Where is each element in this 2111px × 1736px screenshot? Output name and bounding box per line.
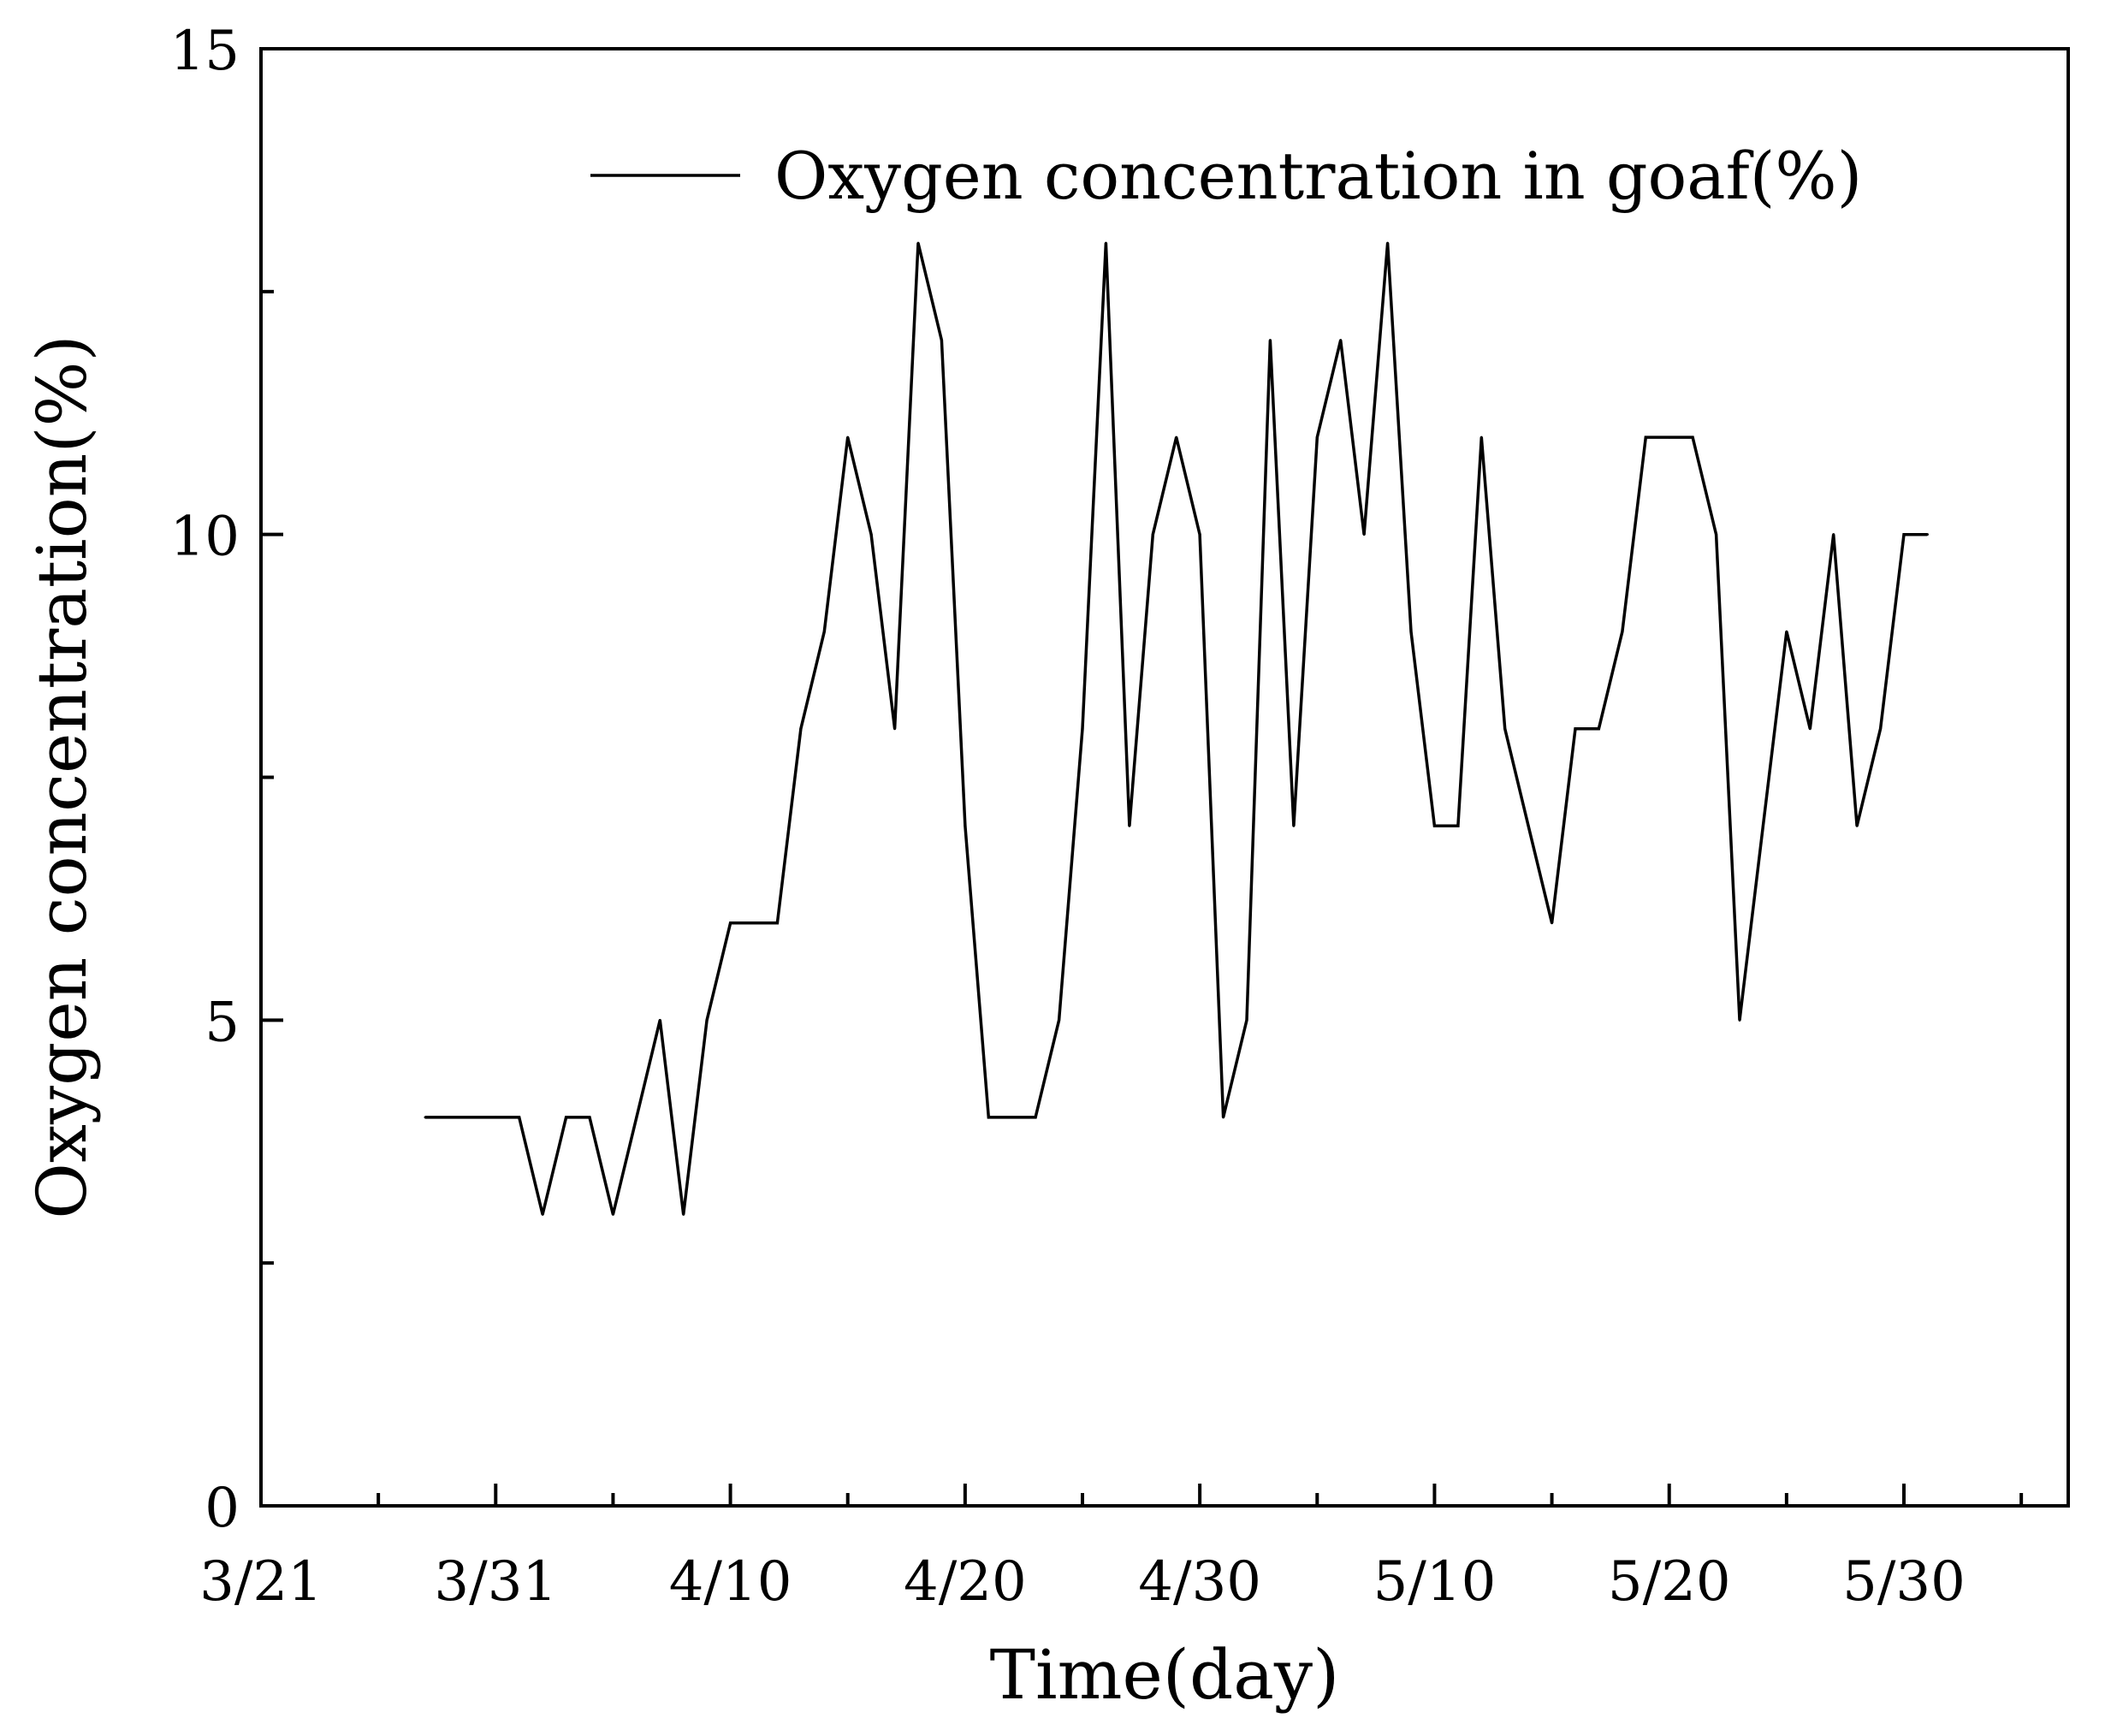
x-tick-label: 5/20	[1608, 1550, 1731, 1614]
data-point	[588, 1116, 591, 1119]
x-tick-label: 4/10	[669, 1550, 792, 1614]
data-point	[1362, 533, 1366, 536]
data-point	[1761, 824, 1764, 827]
data-point	[1597, 727, 1600, 731]
data-point	[1081, 727, 1084, 731]
data-point	[822, 630, 826, 633]
data-point	[1339, 339, 1343, 342]
data-point	[1668, 435, 1671, 439]
legend: Oxygen concentration in goaf(%)	[590, 138, 1862, 214]
data-point	[1808, 727, 1812, 731]
y-tick-label: 10	[170, 506, 240, 569]
x-axis-title: Time(day)	[990, 1635, 1340, 1715]
data-point	[1409, 630, 1413, 633]
data-point	[1644, 435, 1647, 439]
data-point	[1151, 533, 1154, 536]
data-point	[541, 1212, 544, 1216]
data-point	[1058, 1018, 1061, 1022]
data-point	[1691, 435, 1694, 439]
y-tick-label: 15	[170, 20, 240, 83]
data-point	[611, 1212, 614, 1216]
data-point	[893, 727, 897, 731]
data-point	[1245, 1018, 1248, 1022]
data-point	[1785, 630, 1788, 633]
data-point	[1034, 1116, 1037, 1119]
data-point	[1315, 435, 1319, 439]
tick-labels: 3/21 3/31 4/10 4/20 4/30 5/10 5/20 5/30 0 5 10 15	[170, 20, 1966, 1614]
data-point	[869, 533, 873, 536]
x-tick-label: 4/30	[1138, 1550, 1261, 1614]
data-point	[964, 824, 967, 827]
y-tick-label: 5	[205, 991, 240, 1054]
data-point	[424, 1116, 427, 1119]
x-tick-label: 3/21	[199, 1550, 323, 1614]
data-point	[1574, 727, 1577, 731]
data-point	[1902, 533, 1906, 536]
data-point	[705, 1018, 709, 1022]
data-point	[1832, 533, 1835, 536]
data-point	[987, 1116, 990, 1119]
data-point	[1128, 824, 1131, 827]
data-point	[1386, 241, 1390, 245]
x-tick-label: 4/20	[904, 1550, 1027, 1614]
legend-label: Oxygen concentration in goaf(%)	[774, 138, 1862, 214]
data-point	[940, 339, 943, 342]
data-point	[447, 1116, 450, 1119]
data-point	[846, 435, 850, 439]
data-point	[1222, 1116, 1225, 1119]
data-point	[1456, 824, 1460, 827]
data-point	[1621, 630, 1624, 633]
data-point	[752, 921, 756, 925]
data-point	[1292, 824, 1296, 827]
data-point	[775, 921, 779, 925]
data-point	[1925, 533, 1929, 536]
data-point	[518, 1116, 521, 1119]
data-point	[1855, 824, 1859, 827]
data-point	[916, 241, 920, 245]
x-tick-label: 5/10	[1373, 1550, 1497, 1614]
data-point	[1527, 824, 1530, 827]
x-tick-label: 3/31	[434, 1550, 557, 1614]
y-tick-label: 0	[205, 1477, 240, 1540]
series-points	[424, 241, 1929, 1216]
data-point	[494, 1116, 497, 1119]
y-axis-title: Oxygen concentration(%)	[22, 335, 102, 1219]
data-point	[1198, 533, 1201, 536]
data-point	[1104, 241, 1107, 245]
data-point	[1503, 727, 1507, 731]
data-point	[635, 1116, 638, 1119]
plot-frame	[259, 47, 2070, 1508]
data-point	[1879, 727, 1883, 731]
data-point	[1011, 1116, 1014, 1119]
x-tick-label: 5/30	[1842, 1550, 1966, 1614]
data-point	[1551, 921, 1554, 925]
axis-ticks	[259, 47, 2024, 1508]
series-line-oxygen	[425, 242, 1928, 1215]
data-point	[658, 1018, 661, 1022]
data-point	[471, 1116, 474, 1119]
data-point	[1738, 1018, 1741, 1022]
data-point	[1479, 435, 1483, 439]
data-point	[1715, 533, 1718, 536]
data-point	[1268, 339, 1272, 342]
data-point	[1432, 824, 1436, 827]
data-point	[565, 1116, 568, 1119]
data-point	[682, 1212, 685, 1216]
data-point	[729, 921, 732, 925]
data-point	[1175, 435, 1178, 439]
data-point	[799, 727, 803, 731]
